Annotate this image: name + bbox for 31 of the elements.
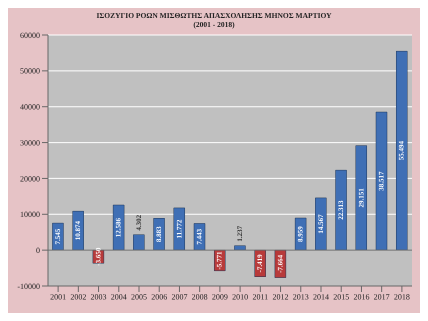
x-tick-label: 2015 <box>333 292 350 302</box>
y-tick-label: 20000 <box>20 174 40 184</box>
x-tick-label: 2002 <box>70 292 86 302</box>
x-tick-label: 2016 <box>353 292 370 302</box>
x-tick-label: 2013 <box>292 292 309 302</box>
y-tick-label: 40000 <box>20 102 40 112</box>
y-tick-label: 60000 <box>20 30 40 40</box>
x-tick-label: 2010 <box>232 292 248 302</box>
x-tick-label: 2003 <box>90 292 107 302</box>
x-tick-label: 2006 <box>151 292 168 302</box>
bar <box>133 234 145 250</box>
y-tick-label: 10000 <box>20 210 40 220</box>
x-tick-label: 2009 <box>212 292 228 302</box>
y-tick-label: 30000 <box>20 138 40 148</box>
x-tick-label: 2007 <box>171 292 188 302</box>
x-tick-label: 2018 <box>394 292 410 302</box>
y-tick-label: 50000 <box>20 66 40 76</box>
x-tick-label: 2001 <box>50 292 66 302</box>
bar <box>376 112 388 250</box>
bar <box>356 145 368 250</box>
x-tick-label: 2005 <box>131 292 147 302</box>
y-tick-label: 0 <box>36 246 40 255</box>
x-tick-label: 2011 <box>252 292 268 302</box>
x-tick-label: 2008 <box>192 292 208 302</box>
x-tick-label: 2017 <box>374 292 390 302</box>
bar <box>335 170 347 250</box>
bar <box>396 50 408 250</box>
y-tick-label: -10000 <box>17 282 40 291</box>
x-tick-label: 2004 <box>110 292 127 302</box>
x-tick-label: 2014 <box>313 292 329 302</box>
x-tick-label: 2012 <box>272 292 289 302</box>
